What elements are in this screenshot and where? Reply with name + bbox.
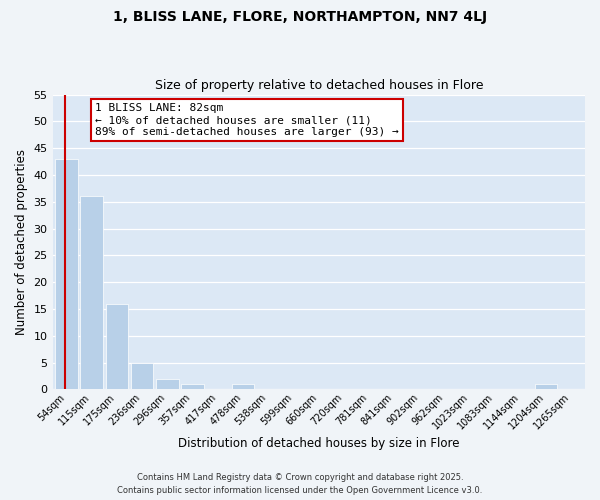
Y-axis label: Number of detached properties: Number of detached properties — [15, 149, 28, 335]
Bar — [181, 384, 204, 390]
Text: Contains HM Land Registry data © Crown copyright and database right 2025.
Contai: Contains HM Land Registry data © Crown c… — [118, 474, 482, 495]
Bar — [55, 159, 78, 390]
Text: 1 BLISS LANE: 82sqm
← 10% of detached houses are smaller (11)
89% of semi-detach: 1 BLISS LANE: 82sqm ← 10% of detached ho… — [95, 104, 399, 136]
Title: Size of property relative to detached houses in Flore: Size of property relative to detached ho… — [155, 79, 483, 92]
Bar — [131, 362, 154, 390]
Bar — [106, 304, 128, 390]
Bar — [535, 384, 557, 390]
Bar — [156, 378, 179, 390]
X-axis label: Distribution of detached houses by size in Flore: Distribution of detached houses by size … — [178, 437, 460, 450]
Bar — [80, 196, 103, 390]
Text: 1, BLISS LANE, FLORE, NORTHAMPTON, NN7 4LJ: 1, BLISS LANE, FLORE, NORTHAMPTON, NN7 4… — [113, 10, 487, 24]
Bar — [232, 384, 254, 390]
